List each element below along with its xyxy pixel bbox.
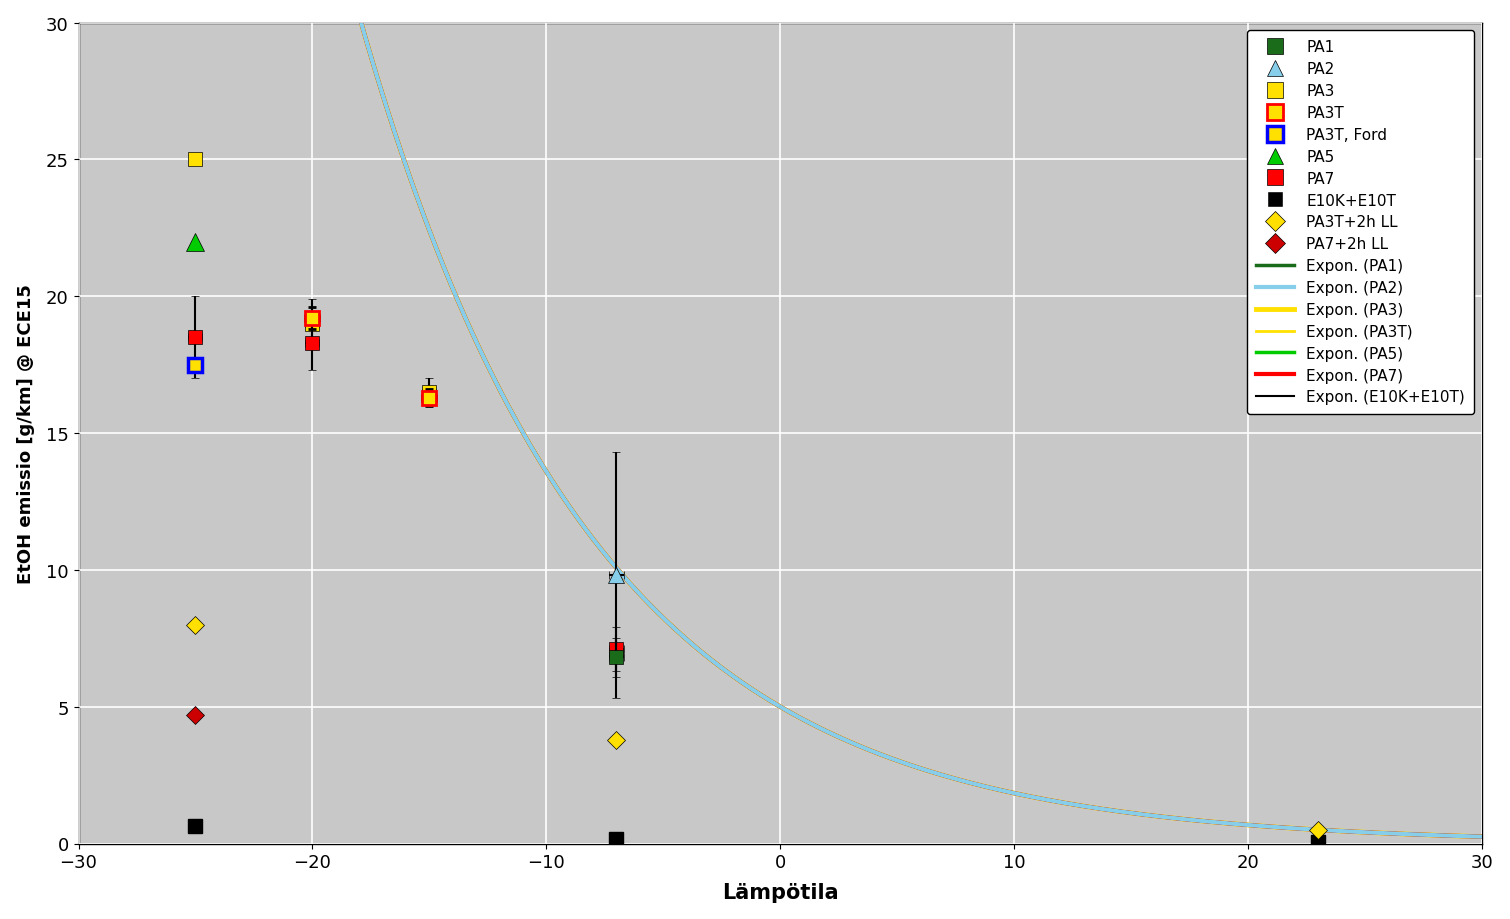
X-axis label: Lämpötila: Lämpötila bbox=[722, 882, 838, 902]
Legend: PA1, PA2, PA3, PA3T, PA3T, Ford, PA5, PA7, E10K+E10T, PA3T+2h LL, PA7+2h LL, Exp: PA1, PA2, PA3, PA3T, PA3T, Ford, PA5, PA… bbox=[1247, 31, 1474, 414]
Y-axis label: EtOH emissio [g/km] @ ECE15: EtOH emissio [g/km] @ ECE15 bbox=[17, 284, 35, 584]
